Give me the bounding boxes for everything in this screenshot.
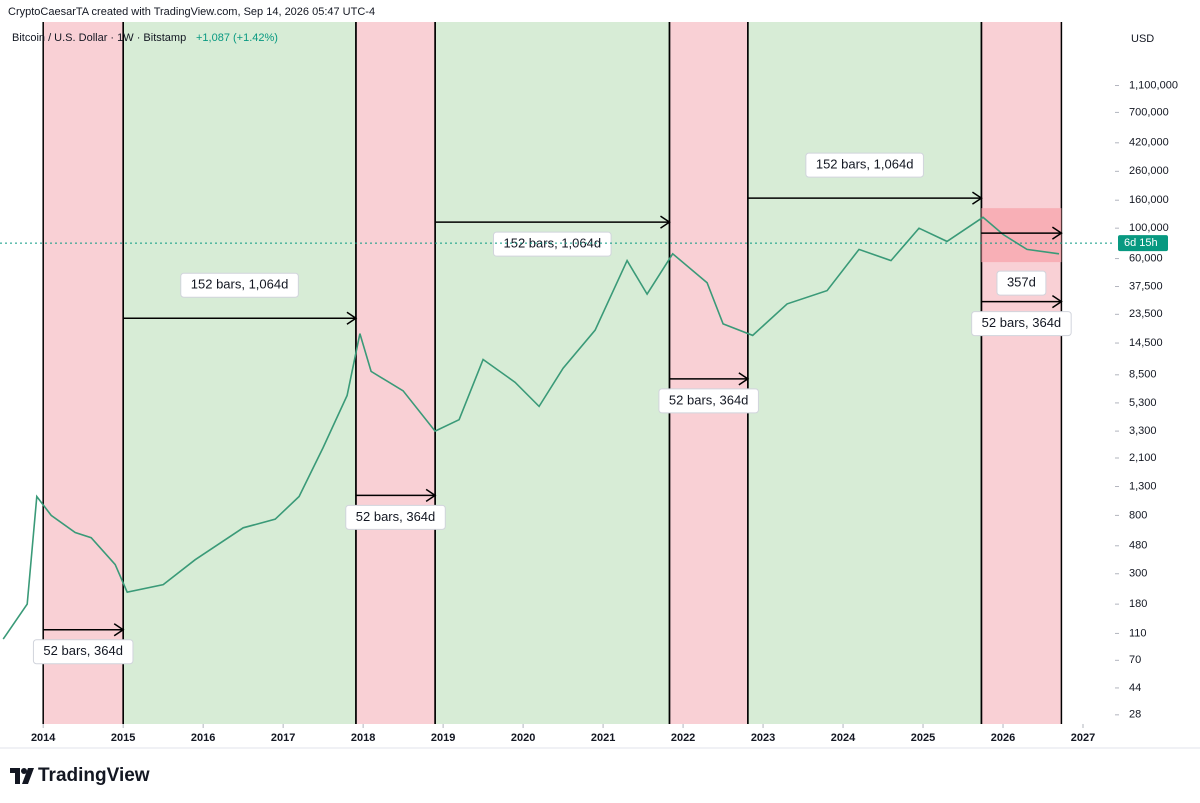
y-tick-label: 23,500	[1129, 308, 1163, 320]
measure-label: 52 bars, 364d	[669, 392, 749, 407]
cycle-band	[43, 22, 124, 724]
arrow-head	[1051, 226, 1063, 240]
measure-label-box	[805, 152, 924, 178]
y-tick-label: 1,300	[1129, 480, 1157, 492]
plot-area	[2, 22, 1063, 724]
x-tick-label: 2021	[591, 732, 615, 744]
cycle-band	[435, 22, 670, 724]
last-price-tag	[1118, 235, 1168, 252]
y-tick-label: 110	[1129, 627, 1147, 639]
cycle-band	[355, 22, 436, 724]
measure-arrow	[43, 623, 125, 637]
y-tick-label: 8,500	[1129, 369, 1157, 381]
measure-arrow	[981, 226, 1063, 240]
x-tick-label: 2017	[271, 732, 295, 744]
measure-label-box	[493, 231, 612, 257]
brand: TradingView	[38, 765, 150, 786]
y-tick-label: 28	[1129, 709, 1141, 721]
arrow-head	[660, 215, 671, 229]
measure-label: 152 bars, 1,064d	[191, 277, 289, 292]
cycle-band	[123, 22, 356, 724]
measure-label-box	[658, 388, 759, 414]
measure-label: 52 bars, 364d	[356, 509, 436, 524]
y-tick-label: 5,300	[1129, 397, 1157, 409]
symbol-title: Bitcoin / U.S. Dollar · 1W · Bitstamp	[12, 32, 186, 44]
y-tick-label: 300	[1129, 568, 1147, 580]
cycle-band	[981, 22, 1062, 724]
y-tick-label: 800	[1129, 509, 1147, 521]
measure-arrow	[123, 311, 358, 325]
y-tick-label: 160,000	[1129, 194, 1169, 206]
measure-label-box	[345, 504, 446, 530]
measure-arrow	[747, 191, 983, 205]
x-tick-label: 2015	[111, 732, 135, 744]
measure-arrow	[981, 294, 1063, 309]
arrow-head	[1051, 294, 1063, 309]
x-tick-label: 2016	[191, 732, 215, 744]
y-tick-label: 70	[1129, 654, 1141, 666]
y-tick-label: 180	[1129, 598, 1147, 610]
y-tick-label: 700,000	[1129, 106, 1169, 118]
x-tick-label: 2023	[751, 732, 775, 744]
y-tick-label: 44	[1129, 682, 1141, 694]
x-tick-label: 2025	[911, 732, 935, 744]
x-tick-label: 2020	[511, 732, 535, 744]
range-label-box	[996, 270, 1047, 296]
y-tick-label: 100,000	[1129, 222, 1169, 234]
y-tick-label: 37,500	[1129, 280, 1163, 292]
cycle-band	[747, 22, 982, 724]
header: CryptoCaesarTA created with TradingView.…	[8, 6, 375, 18]
measure-label: 52 bars, 364d	[982, 315, 1062, 330]
currency: USD	[1131, 33, 1154, 45]
y-tick-label: 14,500	[1129, 337, 1163, 349]
y-tick-label: 2,100	[1129, 452, 1157, 464]
x-tick-label: 2018	[351, 732, 375, 744]
measure-arrow	[669, 372, 750, 386]
y-tick-label: 420,000	[1129, 137, 1169, 149]
measure-label: 152 bars, 1,064d	[816, 157, 914, 172]
y-tick-label: 1,100,000	[1129, 79, 1178, 91]
x-tick-label: 2014	[31, 732, 56, 744]
y-tick-label: 480	[1129, 540, 1147, 552]
measure-label-box	[180, 272, 299, 298]
arrow-head	[738, 372, 750, 386]
y-tick-label: 3,300	[1129, 425, 1157, 437]
measure-label-box	[32, 639, 134, 665]
measure-label-box	[971, 311, 1072, 337]
price-change: +1,087 (+1.42%)	[196, 32, 278, 44]
last-price-label: 6d 15h	[1124, 237, 1158, 249]
arrow-head	[113, 623, 125, 637]
arrow-head	[425, 488, 437, 503]
x-tick-label: 2026	[991, 732, 1015, 744]
range-label: 357d	[1007, 275, 1036, 290]
arrow-head	[972, 191, 983, 205]
y-tick-label: 60,000	[1129, 252, 1163, 264]
x-tick-label: 2022	[671, 732, 695, 744]
cycle-band	[669, 22, 748, 724]
measure-arrow	[355, 488, 437, 503]
x-tick-label: 2019	[431, 732, 455, 744]
x-tick-label: 2027	[1071, 732, 1095, 744]
price-line	[2, 216, 1060, 640]
arrow-head	[346, 311, 358, 325]
y-tick-label: 260,000	[1129, 165, 1169, 177]
brand-logo	[10, 768, 34, 784]
range-box	[981, 208, 1062, 263]
measure-label: 152 bars, 1,064d	[504, 236, 602, 251]
x-tick-label: 2024	[831, 732, 856, 744]
measure-label: 52 bars, 364d	[43, 643, 123, 658]
measure-arrow	[435, 215, 671, 229]
